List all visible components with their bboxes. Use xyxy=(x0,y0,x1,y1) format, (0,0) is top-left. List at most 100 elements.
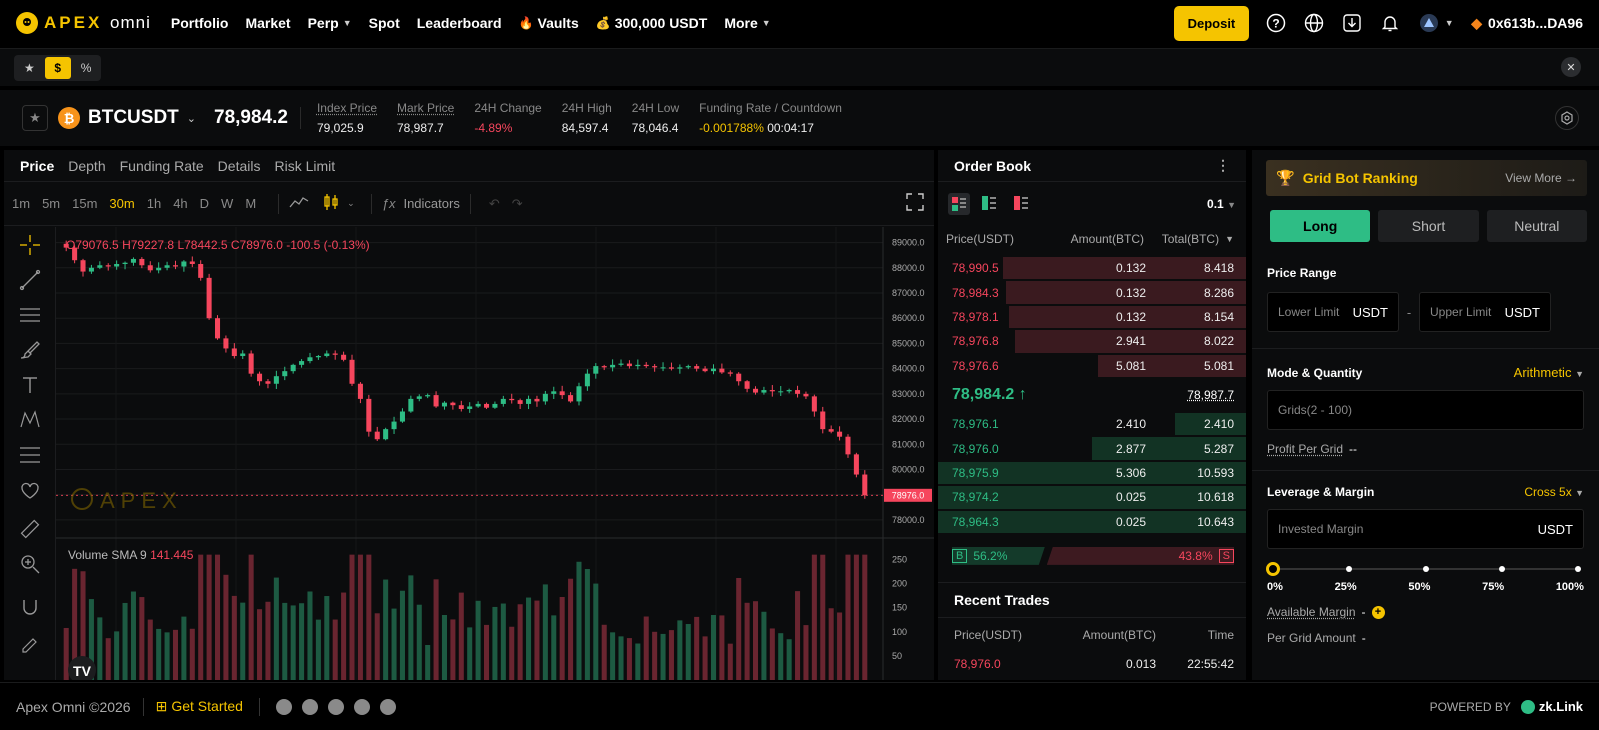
network-selector-icon[interactable]: ▼ xyxy=(1417,12,1455,34)
slider-tick-label[interactable]: 50% xyxy=(1408,581,1431,593)
pattern-tool-icon[interactable] xyxy=(4,402,56,437)
discord-icon[interactable] xyxy=(327,698,344,715)
wallet-address-button[interactable]: ◆ 0x613b...DA96 xyxy=(1471,15,1583,32)
get-started-link[interactable]: ⊞ Get Started xyxy=(155,698,243,714)
timeframe-1h[interactable]: 1h xyxy=(146,196,162,211)
crosshair-icon[interactable] xyxy=(4,227,56,262)
help-icon[interactable]: ? xyxy=(1265,12,1287,34)
github-icon[interactable] xyxy=(379,698,396,715)
undo-icon[interactable]: ↶ xyxy=(488,195,500,211)
favorite-star-icon[interactable]: ★ xyxy=(22,105,48,131)
indicators-icon[interactable]: ƒx xyxy=(381,196,396,211)
grid-tab-neutral[interactable]: Neutral xyxy=(1486,210,1587,242)
grid-tab-long[interactable]: Long xyxy=(1270,210,1371,242)
precision-selector[interactable]: 0.1 ▼ xyxy=(1207,197,1236,211)
bid-row[interactable]: 78,964.3 0.025 10.643 xyxy=(938,510,1246,534)
nav-item-spot[interactable]: Spot xyxy=(369,15,400,31)
lock-drawings-icon[interactable] xyxy=(4,624,56,659)
zklink-brand[interactable]: zk.Link xyxy=(1538,699,1583,714)
timeframe-M[interactable]: M xyxy=(245,196,257,211)
notification-bell-icon[interactable] xyxy=(1379,12,1401,34)
deposit-button[interactable]: Deposit xyxy=(1173,5,1250,41)
add-margin-icon[interactable]: + xyxy=(1371,605,1385,619)
chevron-down-icon[interactable]: ⌄ xyxy=(186,112,196,125)
slider-tick-label[interactable]: 0% xyxy=(1267,581,1283,593)
view-asks-icon[interactable] xyxy=(1014,195,1028,213)
symbol-selector[interactable]: BTCUSDT xyxy=(88,107,179,128)
nav-item-perp[interactable]: Perp ▼ xyxy=(308,15,352,31)
chart-tab-details[interactable]: Details xyxy=(217,157,261,174)
timeframe-15m[interactable]: 15m xyxy=(72,196,98,211)
ask-row[interactable]: 78,976.8 2.941 8.022 xyxy=(938,329,1246,353)
favorites-star-tab[interactable]: ★ xyxy=(24,60,35,75)
download-icon[interactable] xyxy=(1341,12,1363,34)
ruler-icon[interactable] xyxy=(4,511,56,546)
grid-bot-ranking-banner[interactable]: 🏆 Grid Bot Ranking View More → xyxy=(1266,160,1587,196)
settings-icon[interactable] xyxy=(1555,106,1579,130)
ask-row[interactable]: 78,976.6 5.081 5.081 xyxy=(938,354,1246,378)
percent-filter-tab[interactable]: % xyxy=(80,60,92,75)
chevron-down-icon[interactable]: ▼ xyxy=(1225,234,1234,244)
horizontal-lines-icon[interactable] xyxy=(4,297,56,332)
nav-item-300-000-usdt[interactable]: 💰 300,000 USDT xyxy=(596,15,708,31)
upper-limit-input[interactable]: Upper Limit USDT xyxy=(1419,292,1551,332)
view-bids-icon[interactable] xyxy=(982,195,996,213)
timeframe-W[interactable]: W xyxy=(221,196,234,211)
view-more-link[interactable]: View More → xyxy=(1505,171,1577,185)
redo-icon[interactable]: ↷ xyxy=(511,195,523,211)
mode-selector[interactable]: Arithmetic ▼ xyxy=(1513,365,1584,380)
trend-line-icon[interactable] xyxy=(4,262,56,297)
leverage-selector[interactable]: Cross 5x ▼ xyxy=(1524,485,1584,499)
slider-handle[interactable] xyxy=(1266,562,1280,576)
slider-tick-label[interactable]: 100% xyxy=(1555,581,1584,593)
bid-row[interactable]: 78,975.9 5.306 10.593 xyxy=(938,461,1246,485)
fib-retracement-icon[interactable] xyxy=(4,437,56,472)
magnet-icon[interactable] xyxy=(4,589,56,624)
ask-row[interactable]: 78,984.3 0.132 8.286 xyxy=(938,280,1246,304)
chevron-down-icon[interactable]: ⌄ xyxy=(347,198,355,208)
nav-item-market[interactable]: Market xyxy=(245,15,290,31)
price-chart[interactable]: 89000.0 88000.0 87000.0 86000.0 85000.0 84000… xyxy=(56,227,934,680)
invested-margin-input[interactable]: Invested Margin USDT xyxy=(1267,509,1584,549)
slider-tick-label[interactable]: 75% xyxy=(1482,581,1505,593)
ask-row[interactable]: 78,978.1 0.132 8.154 xyxy=(938,305,1246,329)
nav-item-leaderboard[interactable]: Leaderboard xyxy=(417,15,502,31)
bid-row[interactable]: 78,974.2 0.025 10.618 xyxy=(938,485,1246,509)
chart-tab-funding-rate[interactable]: Funding Rate xyxy=(119,157,204,174)
usd-filter-tab[interactable]: $ xyxy=(44,56,71,79)
close-icon[interactable]: ✕ xyxy=(1561,57,1581,77)
bid-row[interactable]: 78,976.0 2.877 5.287 xyxy=(938,436,1246,460)
brush-icon[interactable] xyxy=(4,332,56,367)
apex-omni-logo[interactable]: APEX omni xyxy=(16,12,151,34)
zoom-in-icon[interactable] xyxy=(4,546,56,581)
chart-tab-depth[interactable]: Depth xyxy=(68,157,106,174)
globe-icon[interactable] xyxy=(1303,12,1325,34)
x-twitter-icon[interactable] xyxy=(275,698,292,715)
nav-item-more[interactable]: More ▼ xyxy=(724,15,770,31)
bid-row[interactable]: 78,976.1 2.410 2.410 xyxy=(938,412,1246,436)
chart-tab-price[interactable]: Price xyxy=(20,157,55,174)
timeframe-4h[interactable]: 4h xyxy=(173,196,188,211)
ask-row[interactable]: 78,990.5 0.132 8.418 xyxy=(938,256,1246,280)
timeframe-D[interactable]: D xyxy=(199,196,210,211)
more-options-icon[interactable]: ⋮ xyxy=(1216,157,1230,173)
view-both-icon[interactable] xyxy=(948,193,970,215)
text-tool-icon[interactable] xyxy=(4,367,56,402)
nav-item-portfolio[interactable]: Portfolio xyxy=(171,15,229,31)
chart-tab-risk-limit[interactable]: Risk Limit xyxy=(274,157,336,174)
timeframe-1m[interactable]: 1m xyxy=(12,196,31,211)
telegram-icon[interactable] xyxy=(353,698,370,715)
slider-tick-label[interactable]: 25% xyxy=(1334,581,1357,593)
timeframe-30m[interactable]: 30m xyxy=(109,196,135,211)
candlestick-type-icon[interactable] xyxy=(323,193,339,214)
heart-icon[interactable] xyxy=(4,472,56,507)
timeframe-5m[interactable]: 5m xyxy=(42,196,61,211)
indicators-button[interactable]: Indicators xyxy=(403,196,460,211)
grid-tab-short[interactable]: Short xyxy=(1378,210,1479,242)
margin-slider[interactable] xyxy=(1266,559,1584,579)
medium-icon[interactable] xyxy=(301,698,318,715)
line-chart-icon[interactable] xyxy=(289,195,309,212)
grids-input[interactable]: Grids(2 - 100) xyxy=(1267,390,1584,430)
nav-item-vaults[interactable]: 🔥 Vaults xyxy=(519,15,579,31)
fullscreen-icon[interactable] xyxy=(906,193,924,214)
